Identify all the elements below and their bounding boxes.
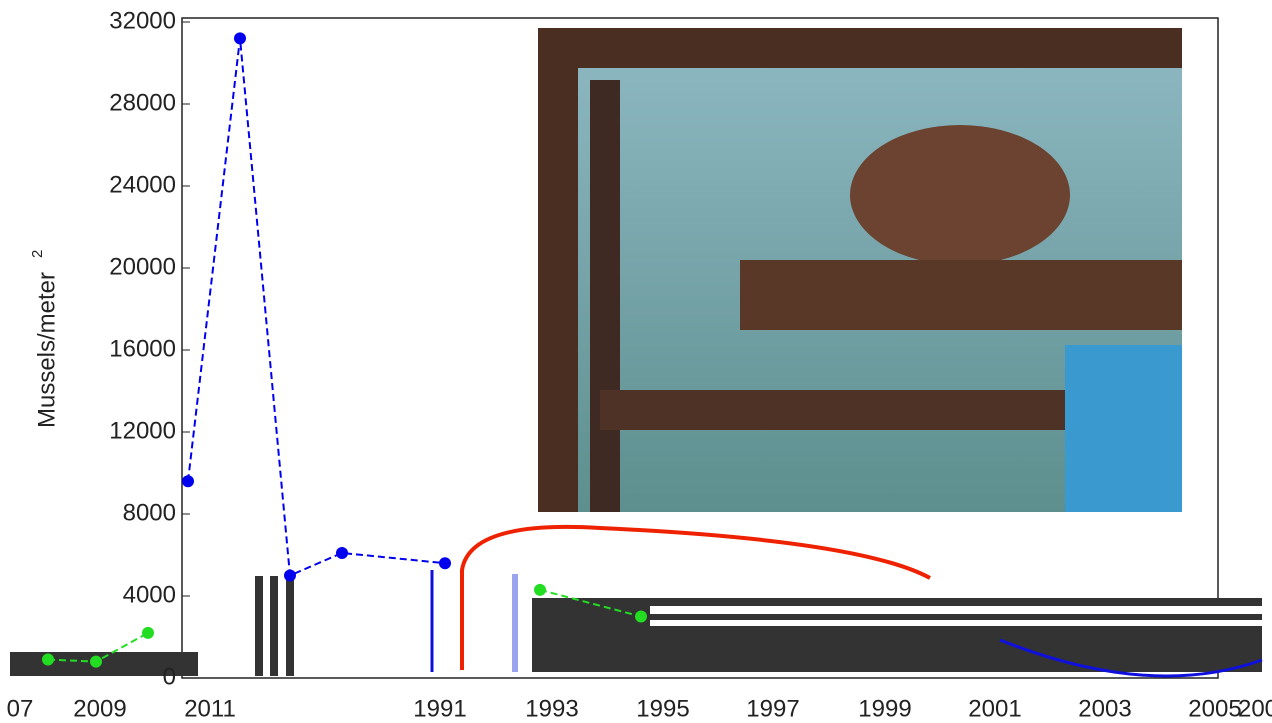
x-tick-label: 07	[7, 695, 34, 722]
x-tick-label: 2001	[968, 695, 1021, 722]
x-tick-label: 2005	[1188, 695, 1241, 722]
x-tick-label: 2003	[1078, 695, 1131, 722]
plot-frame	[181, 17, 1219, 679]
y-tick-label: 20000	[109, 253, 176, 280]
series-line	[187, 38, 446, 577]
y-tick-label: 28000	[109, 89, 176, 116]
y-tick-label: 24000	[109, 171, 176, 198]
y-tick-label: 16000	[109, 335, 176, 362]
glitch-bottom	[10, 524, 1263, 678]
x-tick-label: 1991	[413, 695, 466, 722]
y-axis-label: Mussels/meter	[33, 272, 60, 428]
data-point	[42, 653, 54, 666]
y-tick-label: 8000	[123, 499, 176, 526]
y-axis-label-superscript: 2	[29, 250, 46, 258]
y-tick-label: 12000	[109, 417, 176, 444]
photo	[538, 28, 1182, 512]
data-point	[635, 610, 647, 623]
y-tick-label: 0	[163, 663, 176, 690]
x-tick-label: 1997	[746, 695, 799, 722]
x-tick-label: 1993	[525, 695, 578, 722]
y-tick-label: 4000	[123, 581, 176, 608]
x-tick-label: 200	[1238, 695, 1272, 722]
data-point	[90, 655, 102, 668]
x-tick-label: 2011	[184, 695, 236, 722]
x-tick-label: 2009	[73, 695, 126, 722]
data-point	[336, 546, 348, 559]
x-tick-label: 1995	[636, 695, 689, 722]
data-point	[234, 32, 246, 45]
y-tick-label: 32000	[109, 7, 176, 34]
data-point	[284, 569, 296, 582]
data-point	[439, 557, 451, 570]
x-tick-label: 1999	[858, 695, 911, 722]
data-point	[142, 626, 154, 639]
data-point	[534, 583, 546, 596]
data-point	[182, 475, 194, 488]
